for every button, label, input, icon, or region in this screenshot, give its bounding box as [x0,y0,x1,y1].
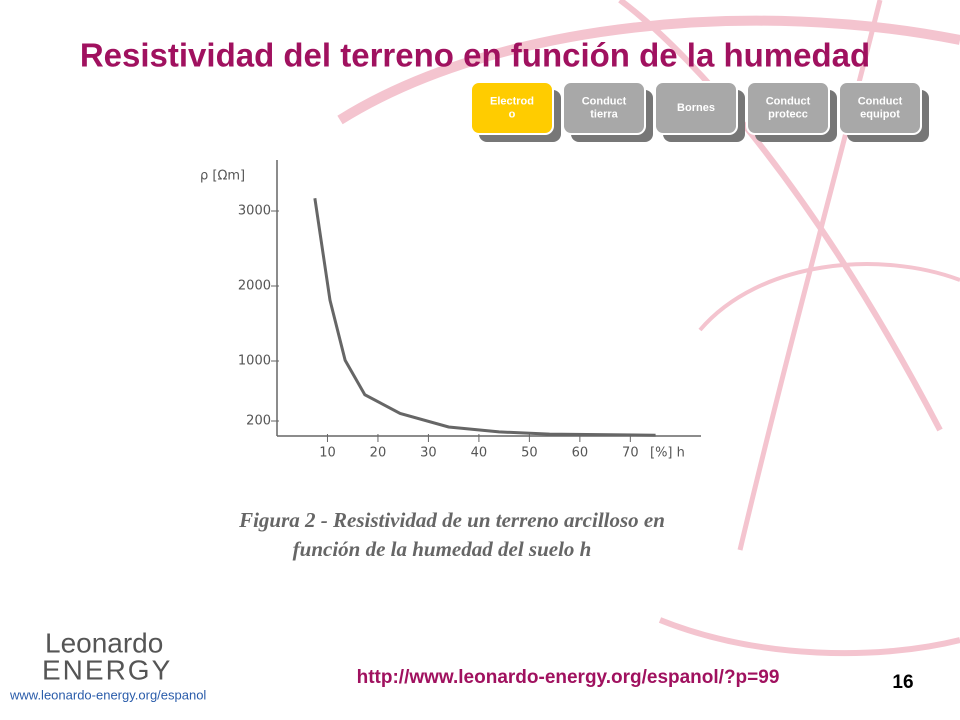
page-number: 16 [892,672,913,693]
logo-line2: ENERGY [42,654,172,685]
y-tick-label: 1000 [238,354,271,369]
button-label: Conduct [858,95,903,107]
x-axis-label: [%] h [650,446,685,461]
curve [313,198,656,437]
y-axis-label: ρ [Ωm] [200,169,245,184]
button-label: Conduct [582,95,627,107]
x-tick-label: 20 [370,446,387,461]
button-face [470,81,554,135]
x-tick-label: 10 [319,446,336,461]
button-label: tierra [590,108,618,120]
slide-title: Resistividad del terreno en función de l… [80,37,870,74]
button-label: Conduct [766,95,811,107]
figure-caption: Figura 2 - Resistividad de un terreno ar… [238,508,665,532]
decoration [337,0,960,657]
x-tick-label: 50 [521,446,538,461]
button-label: o [509,108,516,120]
button-label: protecc [768,108,808,120]
x-tick-label: 60 [572,446,589,461]
y-tick-label: 3000 [238,204,271,219]
button-face [838,81,922,135]
figure-caption: función de la humedad del suelo h [293,537,592,561]
button-label: Bornes [677,102,715,114]
x-tick-label: 70 [622,446,639,461]
y-tick-label: 200 [246,414,271,429]
nav-button[interactable]: Bornes [654,81,745,142]
site-url: www.leonardo-energy.org/espanol [9,687,206,702]
logo-line1: Leonardo [45,627,163,658]
button-face [654,81,738,135]
chart: 200 1000 2000 3000 10 20 30 40 50 60 70 ρ [Ωm] [%] h… [200,160,701,561]
button-face [562,81,646,135]
nav: ElectrodoConducttierraBornesConductprote… [470,81,929,142]
button-label: equipot [860,108,900,120]
y-tick-label: 2000 [238,279,271,294]
button-face [746,81,830,135]
link[interactable]: http://www.leonardo-energy.org/espanol/?… [357,667,780,688]
button-label: Electrod [490,95,534,107]
x-tick-label: 30 [420,446,437,461]
x-tick-label: 40 [471,446,488,461]
